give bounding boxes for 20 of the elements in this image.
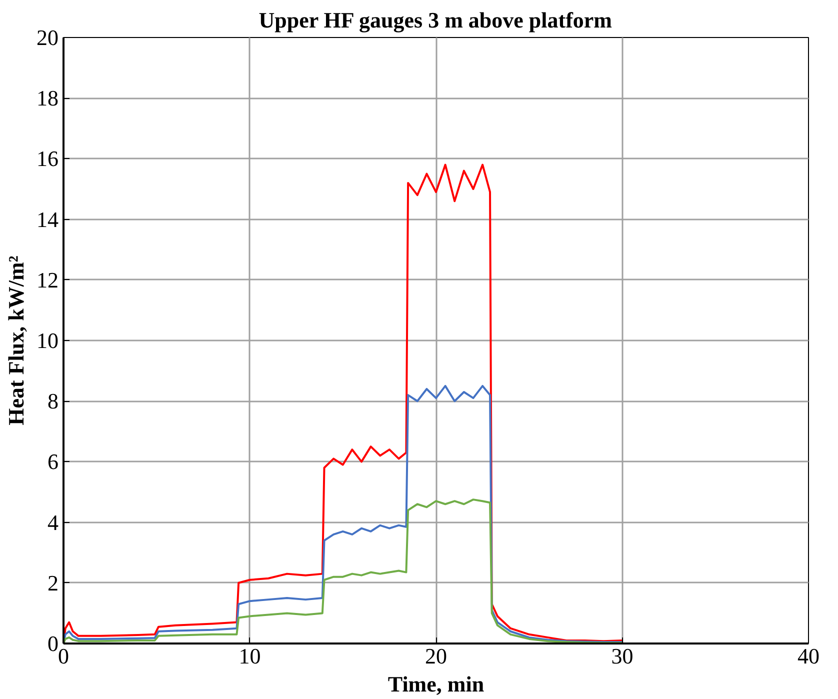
line-series	[64, 384, 624, 644]
y-tick-label: 2	[48, 570, 58, 596]
y-tick-label: 20	[36, 25, 58, 50]
y-tick-label: 4	[48, 510, 58, 535]
y-tick-label: 8	[48, 388, 58, 414]
y-tick-label: 18	[36, 86, 58, 111]
y-tick-label: 10	[36, 328, 58, 353]
y-tick-label: 14	[36, 206, 58, 232]
x-tick-label: 40	[798, 644, 820, 668]
line-series	[64, 164, 624, 644]
y-tick-label: 16	[36, 146, 58, 172]
x-axis-title: Time, min	[388, 672, 484, 696]
x-tick-label: 30	[611, 644, 634, 668]
y-tick-label: 6	[48, 449, 58, 474]
y-axis-title: Heat Flux, kW/m²	[4, 255, 28, 426]
y-tick-label: 12	[36, 267, 58, 292]
line-series	[64, 498, 624, 644]
x-tick-label: 20	[425, 644, 447, 668]
chart-title: Upper HF gauges 3 m above platform	[258, 8, 612, 32]
x-tick-label: 10	[238, 644, 261, 668]
